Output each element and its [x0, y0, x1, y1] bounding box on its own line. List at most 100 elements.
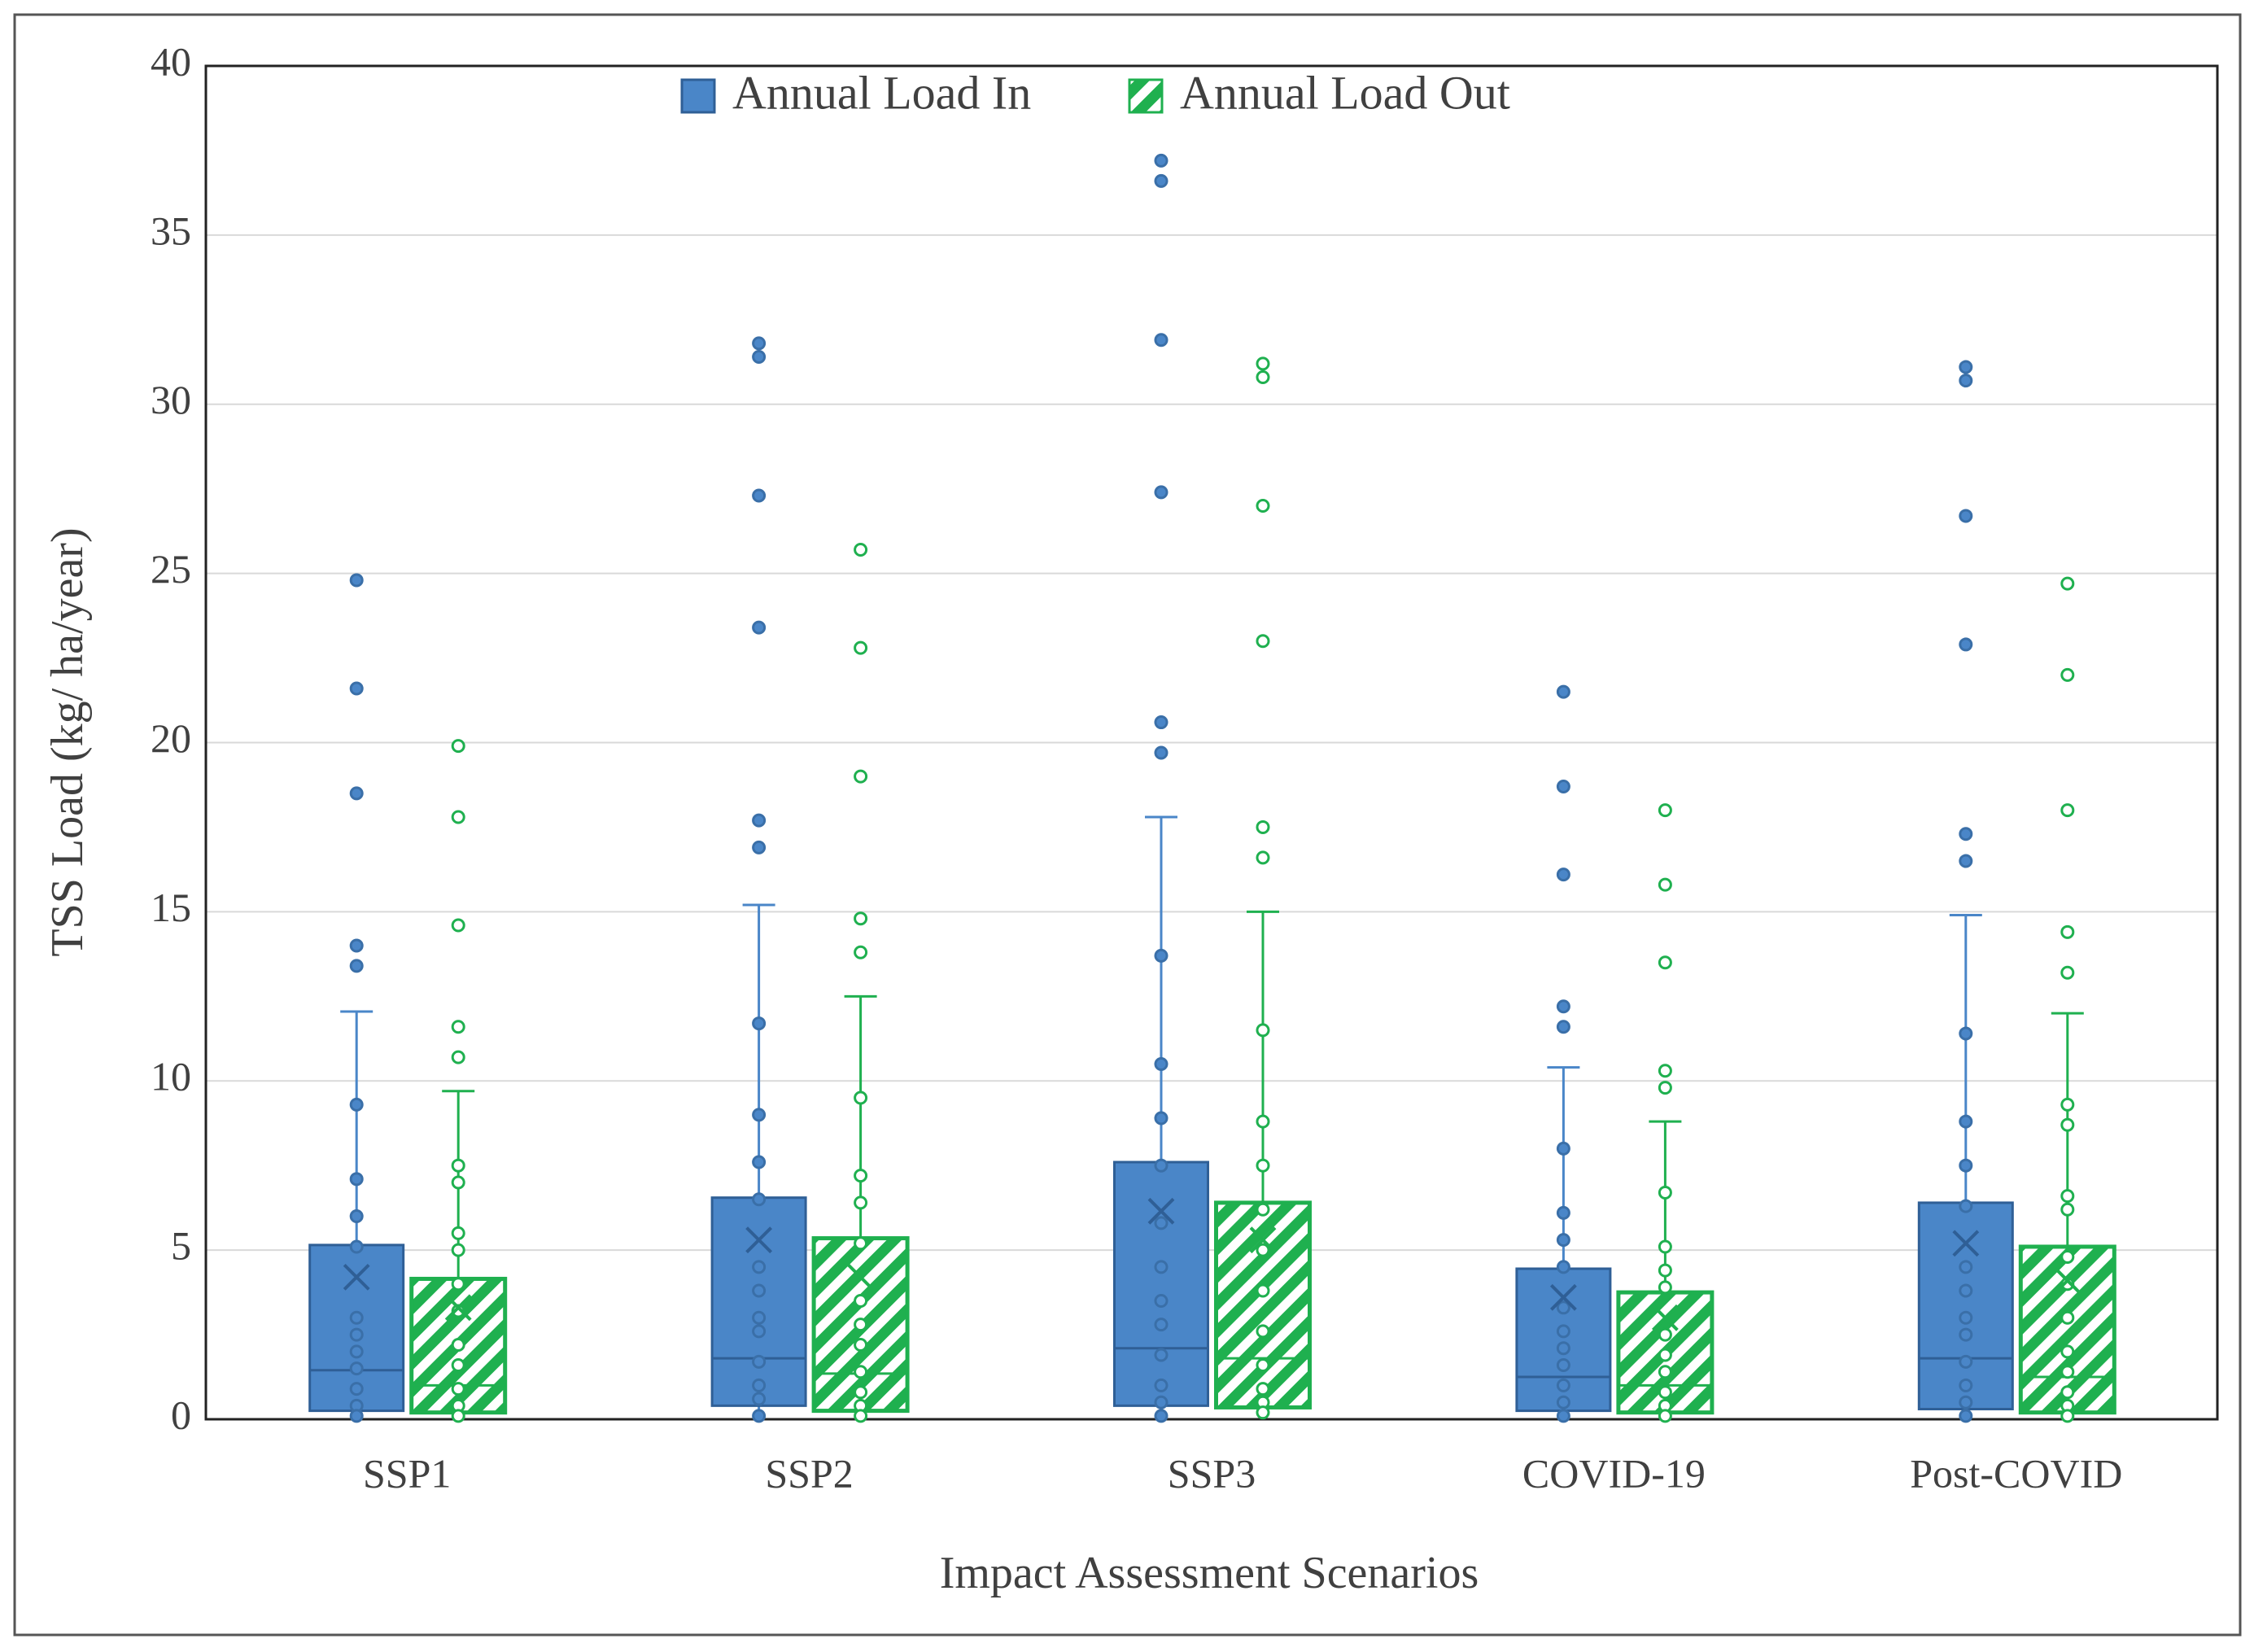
data-point	[752, 1192, 767, 1207]
data-point	[854, 1169, 868, 1183]
data-point	[451, 1304, 465, 1318]
data-point	[1256, 369, 1270, 384]
data-point	[1256, 1114, 1270, 1129]
data-point	[1256, 1243, 1270, 1257]
data-point	[1256, 498, 1270, 513]
data-point	[451, 1382, 465, 1396]
data-point	[752, 1409, 767, 1423]
data-point	[349, 1310, 364, 1325]
y-tick-label: 15	[151, 885, 191, 930]
y-axis-title: TSS Load (kg/ ha/year)	[42, 527, 93, 956]
data-point	[349, 959, 364, 973]
data-point	[1154, 1216, 1168, 1230]
data-point	[1959, 1283, 1973, 1298]
data-point	[1556, 1141, 1570, 1156]
data-point	[1154, 1348, 1168, 1362]
data-point	[854, 543, 868, 557]
data-point	[2060, 1189, 2075, 1204]
data-point	[752, 488, 767, 503]
data-point	[349, 938, 364, 953]
legend-swatch	[1128, 78, 1164, 114]
data-point	[1154, 715, 1168, 730]
data-point	[349, 1409, 364, 1423]
data-point	[2060, 1117, 2075, 1132]
data-point	[1959, 1199, 1973, 1213]
data-point	[451, 739, 465, 754]
data-point	[854, 1338, 868, 1353]
data-point	[1959, 854, 1973, 868]
data-point	[1959, 1114, 1973, 1129]
data-point	[1556, 1233, 1570, 1248]
mean-marker	[1549, 1283, 1577, 1311]
data-point	[2060, 1365, 2075, 1379]
data-point	[1556, 1205, 1570, 1220]
data-point	[2060, 1202, 2075, 1217]
data-point	[1256, 1324, 1270, 1339]
data-point	[1658, 1385, 1672, 1400]
data-point	[854, 1409, 868, 1423]
data-point	[1556, 1020, 1570, 1034]
data-point	[1556, 1409, 1570, 1423]
data-point	[451, 1409, 465, 1423]
data-point	[1256, 1405, 1270, 1420]
data-point	[1154, 1378, 1168, 1392]
data-point	[2060, 965, 2075, 980]
data-point	[1959, 827, 1973, 841]
data-point	[349, 681, 364, 696]
box	[2018, 1244, 2116, 1415]
x-tick-label: COVID-19	[1522, 1450, 1706, 1496]
data-point	[1959, 1026, 1973, 1041]
data-point	[451, 810, 465, 824]
data-point	[349, 1327, 364, 1342]
data-point	[2060, 1385, 2075, 1400]
mean-marker	[745, 1226, 773, 1254]
data-point	[1256, 819, 1270, 834]
data-point	[752, 1310, 767, 1325]
data-point	[1959, 1409, 1973, 1423]
data-point	[2060, 1344, 2075, 1359]
data-point	[854, 1385, 868, 1400]
data-point	[854, 1293, 868, 1308]
data-point	[1154, 948, 1168, 963]
data-point	[1658, 1263, 1672, 1278]
y-tick-label: 0	[171, 1392, 191, 1437]
data-point	[1154, 173, 1168, 188]
data-point	[349, 1172, 364, 1187]
legend-swatch	[680, 78, 716, 114]
x-tick-label: SSP1	[363, 1450, 451, 1496]
data-point	[752, 1016, 767, 1031]
data-point	[752, 1283, 767, 1298]
data-point	[1959, 1260, 1973, 1274]
data-point	[752, 620, 767, 635]
y-tick-label: 40	[151, 38, 191, 84]
data-point	[1556, 780, 1570, 794]
data-point	[752, 1392, 767, 1406]
data-point	[1154, 1056, 1168, 1071]
data-point	[1556, 999, 1570, 1014]
data-point	[1959, 1354, 1973, 1369]
data-point	[1658, 1064, 1672, 1078]
data-point	[854, 640, 868, 655]
data-point	[349, 1382, 364, 1396]
box	[1917, 1201, 2014, 1411]
data-point	[1556, 1300, 1570, 1315]
data-point	[1256, 634, 1270, 649]
x-tick-label: SSP3	[1168, 1450, 1256, 1496]
data-point	[1556, 868, 1570, 882]
data-point	[1658, 877, 1672, 892]
y-tick-label: 20	[151, 715, 191, 761]
data-point	[1959, 374, 1973, 388]
data-point	[1154, 1318, 1168, 1332]
data-point	[1959, 509, 1973, 523]
data-point	[349, 1209, 364, 1224]
data-point	[349, 573, 364, 588]
data-point	[1658, 803, 1672, 818]
data-point	[1154, 1158, 1168, 1173]
data-point	[1154, 1293, 1168, 1308]
data-point	[854, 1236, 868, 1251]
plot-border	[204, 64, 2219, 1421]
data-point	[1658, 955, 1672, 970]
data-point	[752, 350, 767, 365]
data-point	[451, 1357, 465, 1372]
